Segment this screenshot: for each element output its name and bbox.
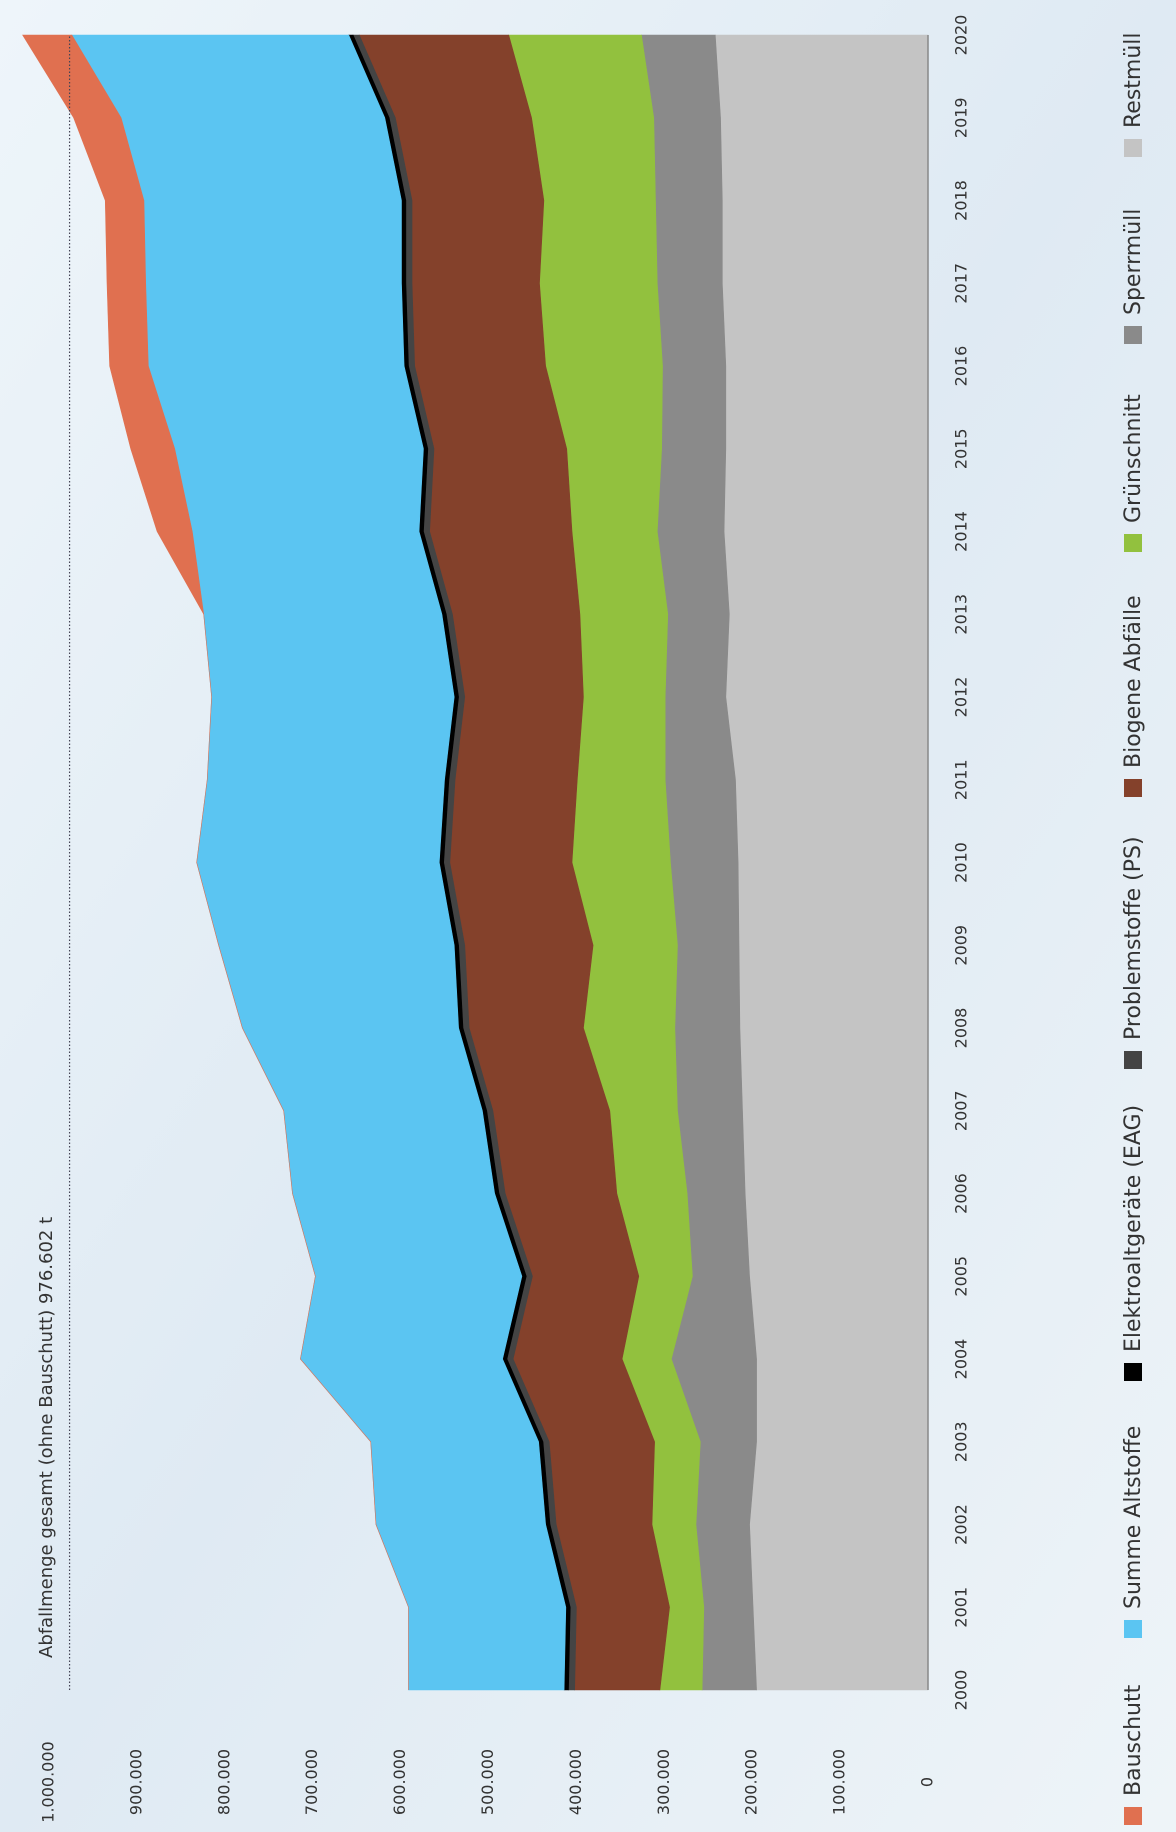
legend-label: Bauschutt — [1121, 1684, 1146, 1796]
legend-swatch — [1124, 1807, 1142, 1825]
legend-label: Problemstoffe (PS) — [1121, 836, 1146, 1040]
area — [22, 34, 409, 1690]
y-tick-label: 1.000.000 — [39, 1741, 58, 1822]
x-tick-label: 2016 — [952, 346, 971, 387]
x-tick-label: 2006 — [952, 1173, 971, 1214]
y-tick-label: 500.000 — [478, 1749, 497, 1815]
legend-label: Elektroaltgeräte (EAG) — [1121, 1105, 1146, 1352]
legend-label: Summe Altstoffe — [1121, 1426, 1146, 1609]
x-tick-label: 2002 — [952, 1504, 971, 1545]
x-tick-label: 2003 — [952, 1421, 971, 1462]
x-tick-label: 2019 — [952, 97, 971, 138]
y-tick-label: 100.000 — [830, 1749, 849, 1815]
legend-swatch — [1124, 534, 1142, 552]
x-tick-label: 2011 — [952, 759, 971, 800]
x-tick-label: 2018 — [952, 180, 971, 221]
y-tick-label: 300.000 — [654, 1749, 673, 1815]
rotated-frame: Abfallmenge gesamt (ohne Bauschutt) 976.… — [22, 15, 1146, 1825]
y-tick-label: 800.000 — [214, 1749, 233, 1815]
legend-label: Biogene Abfälle — [1121, 595, 1146, 768]
x-tick-label: 2001 — [952, 1587, 971, 1628]
x-tick-label: 2020 — [952, 15, 971, 56]
x-tick-label: 2009 — [952, 925, 971, 966]
x-tick-label: 2005 — [952, 1256, 971, 1297]
y-tick-label: 600.000 — [390, 1749, 409, 1815]
x-tick-label: 2017 — [952, 263, 971, 304]
y-tick-label: 700.000 — [302, 1749, 321, 1815]
x-tick-label: 2013 — [952, 594, 971, 635]
y-tick-label: 400.000 — [566, 1749, 585, 1815]
x-tick-label: 2004 — [952, 1339, 971, 1380]
legend-swatch — [1124, 1363, 1142, 1381]
legend-label: Restmüll — [1121, 32, 1146, 128]
legend-label: Grünschnitt — [1121, 394, 1146, 523]
x-tick-label: 2000 — [952, 1670, 971, 1711]
legend-swatch — [1124, 139, 1142, 157]
legend-swatch — [1124, 1620, 1142, 1638]
x-tick-label: 2008 — [952, 1008, 971, 1049]
legend-label: Sperrmüll — [1121, 209, 1146, 315]
x-tick-label: 2014 — [952, 511, 971, 552]
legend-swatch — [1124, 326, 1142, 344]
legend-swatch — [1124, 779, 1142, 797]
x-tick-label: 2010 — [952, 842, 971, 883]
annotation: Abfallmenge gesamt (ohne Bauschutt) 976.… — [36, 1217, 57, 1658]
x-tick-label: 2015 — [952, 428, 971, 469]
y-tick-label: 200.000 — [742, 1749, 761, 1815]
x-tick-label: 2007 — [952, 1090, 971, 1131]
x-tick-label: 2012 — [952, 677, 971, 718]
y-tick-label: 900.000 — [126, 1749, 145, 1815]
y-tick-label: 0 — [918, 1777, 937, 1787]
legend-swatch — [1124, 1051, 1142, 1069]
